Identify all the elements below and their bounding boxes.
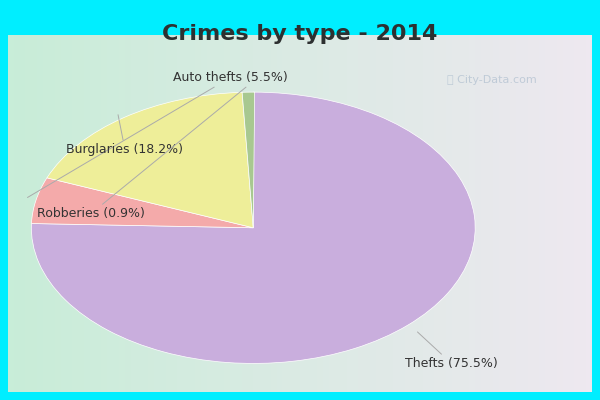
Wedge shape [31,178,253,228]
Text: Burglaries (18.2%): Burglaries (18.2%) [67,115,184,156]
Text: Auto thefts (5.5%): Auto thefts (5.5%) [28,71,287,198]
Text: Crimes by type - 2014: Crimes by type - 2014 [163,24,437,44]
Text: ⓘ City-Data.com: ⓘ City-Data.com [447,75,537,85]
Wedge shape [242,92,254,228]
Text: Thefts (75.5%): Thefts (75.5%) [405,332,498,370]
Wedge shape [47,92,253,228]
Wedge shape [31,92,475,364]
Text: Robberies (0.9%): Robberies (0.9%) [37,87,246,220]
